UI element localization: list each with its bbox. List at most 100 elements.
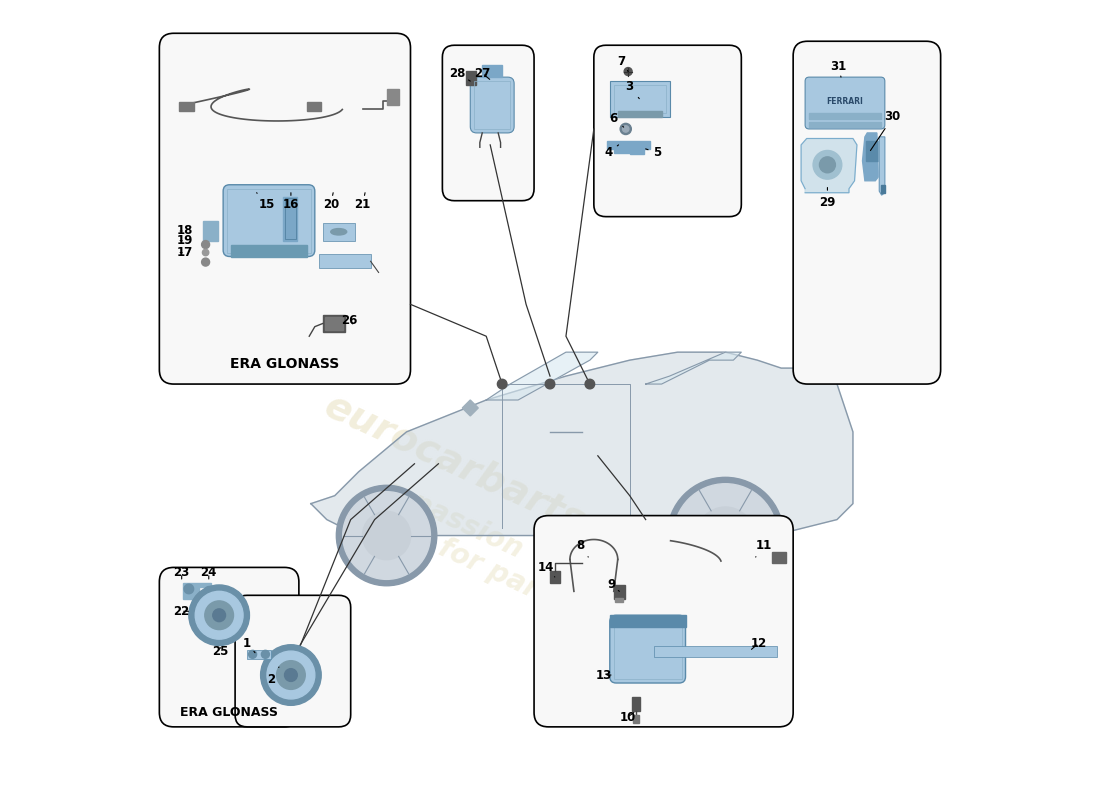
Text: 8: 8 <box>576 538 588 557</box>
Text: 21: 21 <box>354 193 371 211</box>
Text: 17: 17 <box>177 246 192 259</box>
Circle shape <box>205 601 233 630</box>
FancyBboxPatch shape <box>535 515 793 727</box>
Bar <box>810 122 881 126</box>
Bar <box>326 317 343 330</box>
Bar <box>550 570 560 583</box>
Polygon shape <box>462 400 478 416</box>
Circle shape <box>363 511 410 560</box>
Text: 31: 31 <box>830 60 847 77</box>
Circle shape <box>249 650 256 658</box>
Bar <box>614 585 625 599</box>
FancyBboxPatch shape <box>223 185 315 257</box>
Text: eurocarbarts: eurocarbarts <box>318 386 591 541</box>
Text: ERA GLONASS: ERA GLONASS <box>180 706 278 719</box>
Polygon shape <box>646 352 741 384</box>
FancyBboxPatch shape <box>594 46 741 217</box>
Bar <box>386 89 398 105</box>
Circle shape <box>337 486 437 586</box>
Text: 28: 28 <box>449 66 471 81</box>
FancyBboxPatch shape <box>235 595 351 727</box>
Bar <box>881 185 884 193</box>
Bar <box>231 245 307 257</box>
Bar <box>248 650 271 659</box>
Bar <box>466 70 476 85</box>
Text: for parts: for parts <box>434 534 570 617</box>
Text: FERRARI: FERRARI <box>826 97 864 106</box>
FancyBboxPatch shape <box>805 77 884 129</box>
Polygon shape <box>879 137 884 195</box>
Text: 18: 18 <box>177 225 194 238</box>
Circle shape <box>343 492 430 579</box>
Circle shape <box>267 651 315 699</box>
Polygon shape <box>607 141 650 154</box>
Circle shape <box>195 591 243 639</box>
Circle shape <box>820 157 835 173</box>
Circle shape <box>201 258 210 266</box>
Bar <box>609 615 685 627</box>
Circle shape <box>697 507 754 564</box>
Bar <box>609 81 670 117</box>
Text: 9: 9 <box>607 578 619 591</box>
Bar <box>227 189 311 253</box>
Bar <box>632 715 639 723</box>
Polygon shape <box>311 352 852 535</box>
FancyBboxPatch shape <box>160 34 410 384</box>
FancyBboxPatch shape <box>160 567 299 727</box>
Circle shape <box>276 661 306 690</box>
Circle shape <box>624 67 632 75</box>
Text: 2: 2 <box>267 667 279 686</box>
Bar <box>632 697 640 711</box>
Text: 25: 25 <box>212 645 229 658</box>
Circle shape <box>673 484 778 587</box>
Text: 15: 15 <box>256 193 275 211</box>
Circle shape <box>202 250 209 256</box>
Circle shape <box>205 586 212 594</box>
Bar <box>179 102 194 111</box>
Circle shape <box>668 478 783 594</box>
Text: 10: 10 <box>619 710 636 724</box>
Bar <box>322 223 354 241</box>
Bar <box>283 197 297 241</box>
Circle shape <box>285 669 297 682</box>
Circle shape <box>620 123 631 134</box>
Circle shape <box>184 584 194 594</box>
Bar <box>322 314 345 332</box>
Text: 16: 16 <box>283 193 299 211</box>
Bar <box>474 81 510 129</box>
FancyBboxPatch shape <box>471 77 514 133</box>
Text: 5: 5 <box>646 146 662 159</box>
Circle shape <box>201 241 210 249</box>
Circle shape <box>212 609 226 622</box>
Text: 30: 30 <box>870 110 901 150</box>
Polygon shape <box>486 352 597 400</box>
Text: 19: 19 <box>177 234 194 247</box>
FancyBboxPatch shape <box>442 46 535 201</box>
Text: 14: 14 <box>538 561 554 577</box>
Text: 1: 1 <box>243 637 255 653</box>
Text: 29: 29 <box>820 187 836 209</box>
Polygon shape <box>184 583 211 599</box>
Circle shape <box>623 126 629 132</box>
Circle shape <box>262 650 270 658</box>
Bar <box>285 198 296 239</box>
Text: 7: 7 <box>618 54 628 71</box>
Text: 20: 20 <box>322 193 339 211</box>
Bar <box>319 254 371 269</box>
Bar <box>653 646 778 657</box>
Text: 6: 6 <box>609 112 624 127</box>
Bar <box>615 598 624 602</box>
Circle shape <box>813 150 842 179</box>
Circle shape <box>189 585 250 646</box>
Text: ERA GLONASS: ERA GLONASS <box>230 357 340 371</box>
Text: 11: 11 <box>756 538 772 557</box>
Bar <box>866 141 878 161</box>
Text: 24: 24 <box>200 566 217 579</box>
Bar <box>614 85 666 113</box>
Text: 26: 26 <box>341 314 358 326</box>
Bar <box>204 221 218 241</box>
Polygon shape <box>862 133 879 181</box>
Text: 12: 12 <box>750 637 767 650</box>
Text: 3: 3 <box>626 80 639 98</box>
Bar <box>618 110 661 117</box>
